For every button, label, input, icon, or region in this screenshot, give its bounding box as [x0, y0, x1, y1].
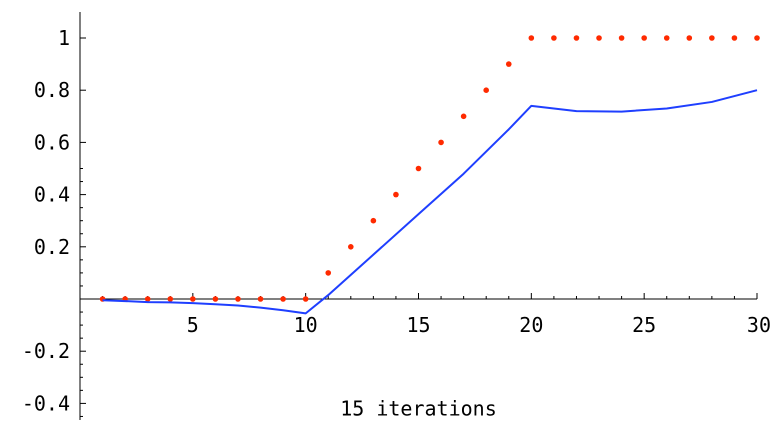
- series-line-1: [102, 89, 758, 315]
- x-tick-label: 25: [632, 313, 656, 337]
- labels-layer: 5 10 15 20 25 30 -0.4 -0.2 0.2 0.4 0.6 0.8 1 15 itera…: [22, 26, 771, 421]
- scatter-point: [257, 296, 264, 302]
- scatter-point: [280, 296, 286, 302]
- y-tick-label: -0.2: [22, 339, 70, 363]
- scatter-point: [325, 270, 332, 276]
- scatter-point: [483, 87, 490, 93]
- scatter-point: [370, 217, 377, 224]
- scatter-point: [460, 113, 467, 120]
- y-tick-label: 1: [58, 26, 70, 50]
- y-tick-label: -0.4: [22, 391, 70, 415]
- axes: [79, 12, 758, 420]
- scatter-point: [415, 165, 422, 172]
- series-layer: [99, 35, 760, 315]
- x-tick-label: 30: [747, 313, 771, 337]
- scatter-point: [596, 35, 602, 41]
- x-tick-label: 10: [294, 313, 318, 337]
- scatter-point: [709, 35, 715, 41]
- annotation-label: 15 iterations: [340, 397, 497, 421]
- y-tick-label: 0.2: [34, 235, 70, 259]
- y-tick-label: 0.8: [34, 78, 70, 102]
- scatter-point: [212, 296, 219, 302]
- scatter-point: [348, 244, 354, 250]
- y-tick-label: 0.4: [34, 183, 70, 207]
- scatter-point: [528, 35, 535, 41]
- scatter-point: [144, 296, 151, 302]
- x-tick-label: 20: [519, 313, 543, 337]
- scatter-point: [686, 35, 693, 41]
- x-tick-label: 15: [406, 313, 430, 337]
- scatter-point: [551, 35, 557, 41]
- scatter-point: [618, 35, 625, 41]
- scatter-point: [641, 35, 647, 41]
- scatter-point: [190, 296, 196, 302]
- scatter-point: [302, 296, 309, 302]
- scatter-point: [393, 191, 399, 198]
- scatter-point: [438, 139, 444, 146]
- scatter-point: [731, 35, 738, 41]
- scatter-point: [167, 296, 174, 302]
- scatter-point: [663, 35, 670, 41]
- scatter-point: [754, 35, 760, 41]
- scatter-point: [235, 296, 241, 302]
- x-tick-label: 5: [187, 313, 199, 337]
- scatter-point: [573, 35, 580, 41]
- scatter-point: [505, 61, 512, 67]
- y-tick-label: 0.6: [34, 130, 70, 154]
